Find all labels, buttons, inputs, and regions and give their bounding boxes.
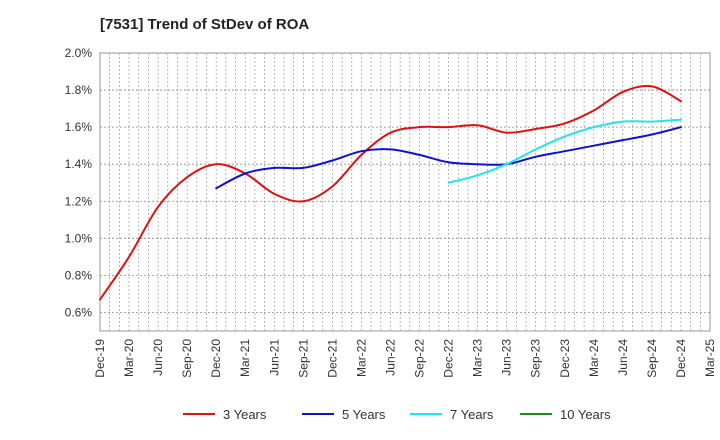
x-tick-label: Jun-21 [267, 339, 281, 376]
x-tick-label: Jun-22 [383, 339, 397, 376]
x-tick-label: Mar-25 [703, 339, 717, 377]
x-tick-label: Dec-24 [674, 339, 688, 378]
x-tick-label: Mar-20 [122, 339, 136, 377]
series-lines [99, 85, 682, 301]
y-tick-label: 1.2% [65, 194, 93, 208]
x-tick-label: Mar-24 [587, 339, 601, 377]
x-tick-label: Jun-23 [500, 339, 514, 376]
x-tick-label: Jun-24 [616, 339, 630, 376]
legend-label-2: 5 Years [342, 407, 386, 422]
x-tick-label: Mar-23 [471, 339, 485, 377]
chart-title: [7531] Trend of StDev of ROA [100, 16, 310, 33]
series-line-3 [447, 118, 682, 184]
y-tick-label: 0.8% [65, 268, 93, 282]
x-tick-label: Jun-20 [151, 339, 165, 376]
plot-area [99, 52, 711, 332]
x-tick-label: Dec-20 [209, 339, 223, 378]
grid-lines [100, 52, 710, 331]
series-line-2 [215, 126, 682, 190]
y-tick-label: 1.4% [65, 157, 93, 171]
y-tick-label: 0.6% [65, 305, 93, 319]
y-tick-label: 1.0% [65, 231, 93, 245]
series-line-1 [99, 85, 682, 301]
x-tick-label: Dec-21 [325, 339, 339, 378]
x-tick-label: Dec-22 [442, 339, 456, 378]
y-axis-tick-labels: 0.6% 0.8% 1.0% 1.2% 1.4% 1.6% 1.8% 2.0% [65, 46, 93, 319]
x-tick-label: Mar-21 [238, 339, 252, 377]
legend-label-1: 3 Years [223, 407, 267, 422]
x-tick-label: Sep-24 [645, 339, 659, 378]
x-axis-tick-labels: Dec-19 Mar-20 Jun-20 Sep-20 Dec-20 Mar-21 Jun-… [93, 339, 717, 378]
x-tick-label: Dec-19 [93, 339, 107, 378]
x-tick-label: Sep-20 [180, 339, 194, 378]
x-tick-label: Sep-21 [296, 339, 310, 378]
legend-label-4: 10 Years [560, 407, 611, 422]
x-tick-label: Dec-23 [558, 339, 572, 378]
legend-label-3: 7 Years [450, 407, 494, 422]
y-tick-label: 2.0% [65, 46, 93, 60]
x-tick-label: Sep-23 [529, 339, 543, 378]
x-tick-label: Sep-22 [413, 339, 427, 378]
y-tick-label: 1.8% [65, 83, 93, 97]
legend: 3 Years 5 Years 7 Years 10 Years [183, 407, 611, 422]
y-tick-label: 1.6% [65, 120, 93, 134]
x-tick-label: Mar-22 [354, 339, 368, 377]
